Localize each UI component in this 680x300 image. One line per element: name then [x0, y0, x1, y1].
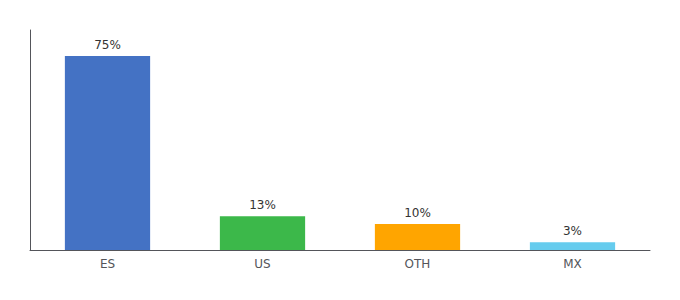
- svg-text:ES: ES: [100, 257, 115, 271]
- svg-text:13%: 13%: [249, 198, 276, 212]
- svg-text:US: US: [254, 257, 270, 271]
- svg-text:75%: 75%: [94, 38, 121, 52]
- svg-text:10%: 10%: [404, 206, 431, 220]
- svg-text:3%: 3%: [563, 224, 582, 238]
- svg-text:OTH: OTH: [405, 257, 431, 271]
- svg-text:MX: MX: [563, 257, 582, 271]
